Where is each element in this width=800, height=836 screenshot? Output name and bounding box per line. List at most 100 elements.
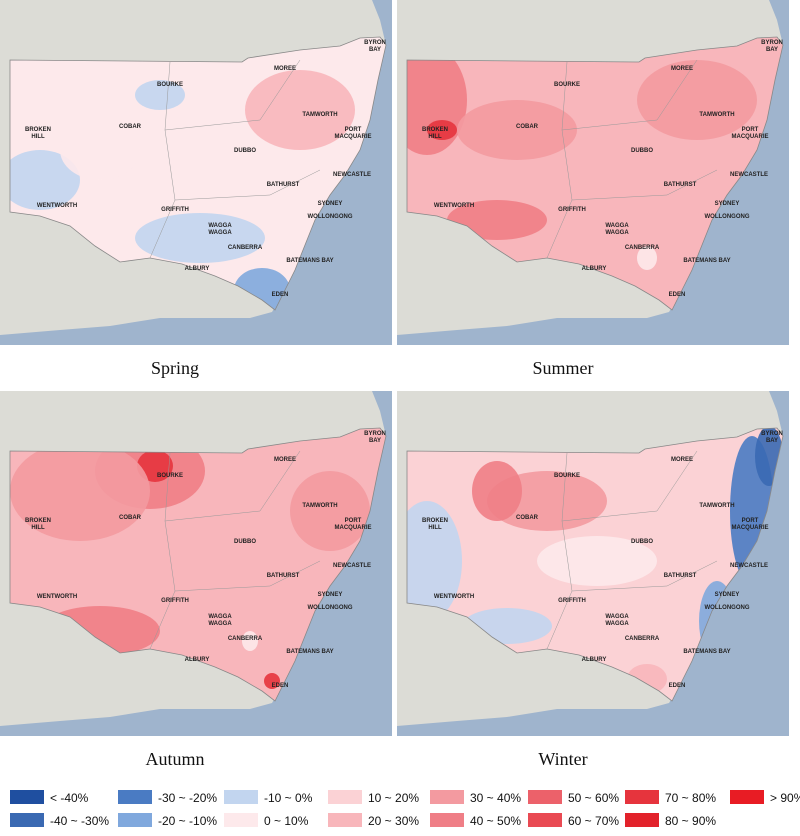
town-label: BOURKE bbox=[554, 82, 580, 88]
ocean bbox=[0, 391, 392, 736]
legend-swatch bbox=[10, 813, 44, 827]
town-label: EDEN bbox=[272, 292, 289, 298]
legend-label: 80 ~ 90% bbox=[665, 814, 716, 828]
town-label: ALBURY bbox=[185, 657, 210, 663]
legend-label: 70 ~ 80% bbox=[665, 791, 716, 805]
anomaly-patch bbox=[245, 70, 355, 150]
state-border bbox=[9, 427, 387, 702]
town-label: WAGGA bbox=[605, 230, 629, 236]
town-label: BATHURST bbox=[664, 573, 697, 579]
town-label: MOREE bbox=[671, 66, 693, 72]
region-border bbox=[571, 560, 718, 592]
town-label: BAY bbox=[766, 47, 778, 53]
town-label: WOLLONGONG bbox=[308, 605, 353, 611]
legend-swatch bbox=[224, 813, 258, 827]
town-label: HILL bbox=[31, 525, 45, 531]
town-label: WOLLONGONG bbox=[705, 214, 750, 220]
region-border bbox=[149, 61, 176, 259]
panel-caption: Spring bbox=[151, 358, 199, 378]
town-label: DUBBO bbox=[234, 148, 256, 154]
town-label: WAGGA bbox=[605, 223, 629, 229]
town-label: CANBERRA bbox=[625, 636, 660, 642]
town-label: BAY bbox=[766, 438, 778, 444]
legend-label: 60 ~ 70% bbox=[568, 814, 619, 828]
town-label: BATHURST bbox=[267, 182, 300, 188]
town-label: ALBURY bbox=[185, 266, 210, 272]
town-label: MACQUARIE bbox=[335, 525, 372, 531]
ocean bbox=[0, 0, 392, 345]
town-label: BOURKE bbox=[157, 82, 183, 88]
town-label: BATHURST bbox=[267, 573, 300, 579]
town-label: GRIFFITH bbox=[558, 207, 586, 213]
town-label: BROKEN bbox=[422, 127, 448, 133]
town-label: NEWCASTLE bbox=[730, 172, 768, 178]
legend-label: 20 ~ 30% bbox=[368, 814, 419, 828]
town-label: BROKEN bbox=[422, 518, 448, 524]
legend-swatch bbox=[625, 790, 659, 804]
anomaly-patch bbox=[472, 461, 522, 521]
legend-label: 0 ~ 10% bbox=[264, 814, 309, 828]
panel-caption: Autumn bbox=[145, 749, 204, 769]
legend-label: 30 ~ 40% bbox=[470, 791, 521, 805]
anomaly-patch bbox=[407, 501, 462, 621]
town-label: HILL bbox=[31, 134, 45, 140]
legend-label: -20 ~ -10% bbox=[158, 814, 217, 828]
legend-swatch bbox=[528, 813, 562, 827]
town-label: NEWCASTLE bbox=[730, 563, 768, 569]
legend-swatch bbox=[430, 790, 464, 804]
town-label: BATHURST bbox=[664, 182, 697, 188]
anomaly-patch bbox=[290, 471, 370, 551]
town-label: TAMWORTH bbox=[699, 112, 734, 118]
town-label: GRIFFITH bbox=[161, 598, 189, 604]
region-border bbox=[164, 450, 301, 522]
legend-label: -30 ~ -20% bbox=[158, 791, 217, 805]
town-label: MOREE bbox=[671, 457, 693, 463]
town-label: COBAR bbox=[516, 515, 539, 521]
town-label: WENTWORTH bbox=[434, 594, 474, 600]
legend-swatch bbox=[730, 790, 764, 804]
town-label: BATEMANS BAY bbox=[683, 649, 730, 655]
town-label: SYDNEY bbox=[715, 201, 740, 207]
anomaly-patch bbox=[637, 60, 757, 140]
town-label: MOREE bbox=[274, 66, 296, 72]
anomaly-patch bbox=[637, 246, 657, 270]
town-label: PORT bbox=[345, 127, 362, 133]
town-label: BYRON bbox=[364, 40, 386, 46]
legend-swatch bbox=[328, 813, 362, 827]
town-label: TAMWORTH bbox=[699, 503, 734, 509]
town-label: MACQUARIE bbox=[732, 525, 769, 531]
town-label: MACQUARIE bbox=[335, 134, 372, 140]
legend-label: 40 ~ 50% bbox=[470, 814, 521, 828]
town-label: SYDNEY bbox=[318, 201, 343, 207]
town-label: BATEMANS BAY bbox=[286, 649, 333, 655]
state-border bbox=[406, 427, 784, 702]
town-label: WOLLONGONG bbox=[705, 605, 750, 611]
town-label: WENTWORTH bbox=[434, 203, 474, 209]
legend-label: 10 ~ 20% bbox=[368, 791, 419, 805]
anomaly-patch bbox=[10, 441, 150, 541]
town-label: WENTWORTH bbox=[37, 203, 77, 209]
town-label: HILL bbox=[428, 134, 442, 140]
anomaly-patch bbox=[537, 536, 657, 586]
panel-caption: Summer bbox=[533, 358, 594, 378]
town-label: BROKEN bbox=[25, 127, 51, 133]
legend-swatch bbox=[328, 790, 362, 804]
state-border bbox=[406, 36, 784, 311]
town-label: BOURKE bbox=[157, 473, 183, 479]
town-label: DUBBO bbox=[631, 148, 653, 154]
region-border bbox=[546, 452, 573, 650]
town-label: CANBERRA bbox=[228, 636, 263, 642]
region-border bbox=[546, 61, 573, 259]
town-label: CANBERRA bbox=[625, 245, 660, 251]
anomaly-patch bbox=[10, 150, 80, 210]
legend-label: 50 ~ 60% bbox=[568, 791, 619, 805]
town-label: WAGGA bbox=[605, 614, 629, 620]
town-label: TAMWORTH bbox=[302, 112, 337, 118]
anomaly-patch bbox=[242, 631, 258, 651]
anomaly-patch bbox=[135, 80, 185, 110]
region-border bbox=[561, 59, 698, 131]
town-label: BAY bbox=[369, 438, 381, 444]
